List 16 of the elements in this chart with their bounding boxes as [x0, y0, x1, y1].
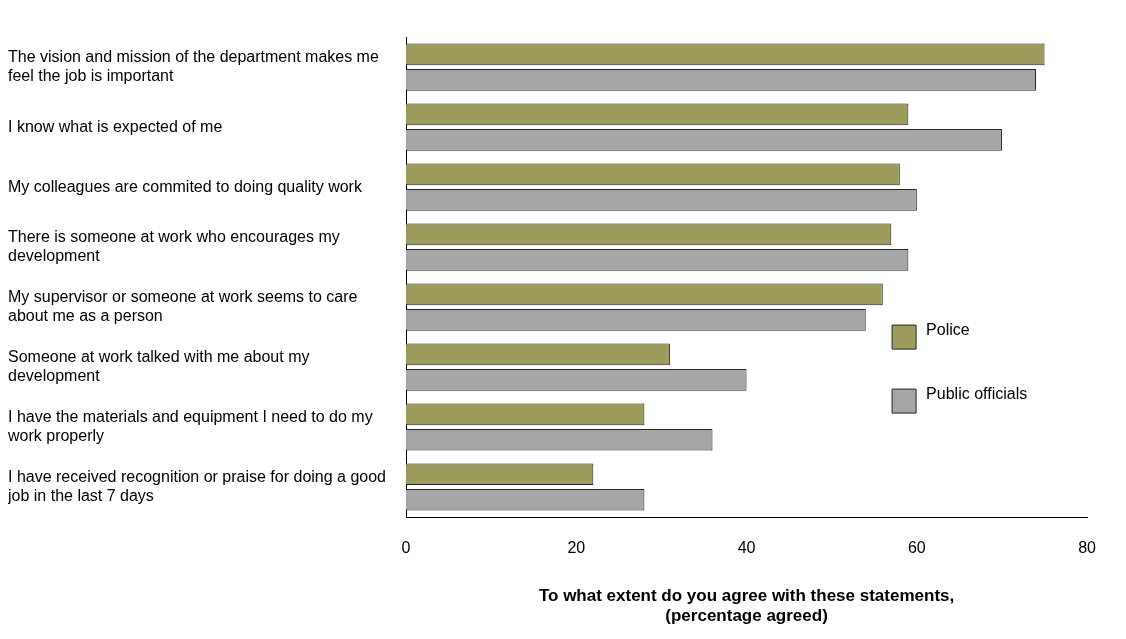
y-tick-label: My colleagues are commited to doing quality work	[8, 177, 363, 195]
y-tick-label: I have the materials and equipment I need to do my work properly	[7, 407, 373, 445]
y-tick-label: The vision and mission of the department makes me feel the job is important	[8, 47, 379, 85]
x-tick-label: 40	[737, 539, 756, 557]
x-tick-label: 60	[907, 539, 926, 557]
y-tick-label: I know what is expected of me	[8, 117, 223, 135]
x-tick-label: 20	[567, 539, 586, 557]
y-tick-label: I have received recognition or praise for doing a good job in the last 7 days	[7, 467, 387, 505]
legend-label: Public officials	[926, 385, 1028, 403]
x-tick-label: 80	[1078, 539, 1097, 557]
legend-label: Police	[926, 321, 970, 339]
x-tick-label: 0	[401, 539, 411, 557]
y-tick-label: There is someone at work who encourages my development	[8, 227, 340, 265]
y-tick-label: Someone at work talked with me about my development	[8, 347, 310, 385]
y-tick-label: My supervisor or someone at work seems to care about me as a person	[8, 287, 358, 325]
x-axis-title: To what extent do you agree with these statements, (percentage agreed)	[538, 586, 955, 626]
